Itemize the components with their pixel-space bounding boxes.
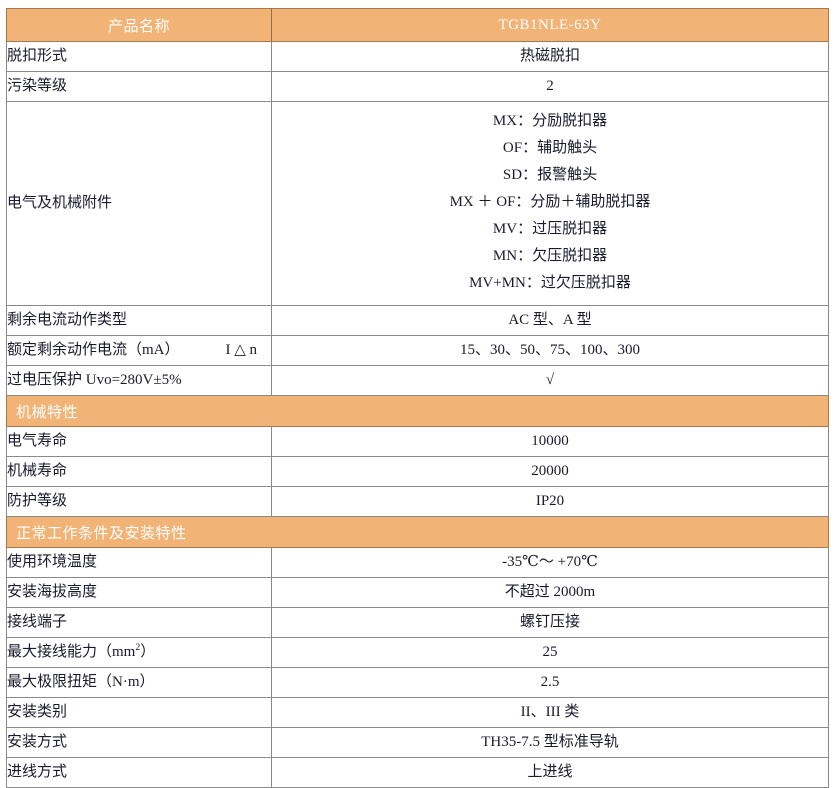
product-specification-table: 产品名称 TGB1NLE-63Y 脱扣形式 热磁脱扣 污染等级 2 电气及机械附… bbox=[6, 8, 829, 788]
row-value-trip-type: 热磁脱扣 bbox=[271, 41, 829, 72]
row-value-incoming-line: 上进线 bbox=[271, 757, 829, 788]
row-value-accessories: MX：分励脱扣器 OF：辅助触头 SD：报警触头 MX ＋ OF：分励＋辅助脱扣… bbox=[271, 101, 829, 306]
spec-sheet: 产品名称 TGB1NLE-63Y 脱扣形式 热磁脱扣 污染等级 2 电气及机械附… bbox=[6, 8, 829, 788]
table-row: 安装类别 II、III 类 bbox=[6, 697, 829, 728]
row-value-terminal: 螺钉压接 bbox=[271, 607, 829, 638]
max-wiring-capacity-text-end: ） bbox=[140, 644, 156, 661]
header-cell-model: TGB1NLE-63Y bbox=[271, 8, 829, 42]
table-row: 电气及机械附件 MX：分励脱扣器 OF：辅助触头 SD：报警触头 MX ＋ OF… bbox=[6, 101, 829, 306]
row-value-pollution-degree: 2 bbox=[271, 71, 829, 102]
row-value-installation-category: II、III 类 bbox=[271, 697, 829, 728]
row-value-electrical-life: 10000 bbox=[271, 426, 829, 457]
row-label-installation-method: 安装方式 bbox=[6, 727, 272, 758]
table-row: 电气寿命 10000 bbox=[6, 426, 829, 457]
row-label-electrical-life: 电气寿命 bbox=[6, 426, 272, 457]
table-row: 安装方式 TH35-7.5 型标准导轨 bbox=[6, 727, 829, 758]
table-row: 进线方式 上进线 bbox=[6, 757, 829, 788]
table-row: 额定剩余动作电流（mA） I △ n 15、30、50、75、100、300 bbox=[6, 335, 829, 366]
row-value-max-torque: 2.5 bbox=[271, 667, 829, 698]
table-header-row: 产品名称 TGB1NLE-63Y bbox=[6, 8, 829, 42]
row-value-protection-grade: IP20 bbox=[271, 486, 829, 517]
table-row: 过电压保护 Uvo=280V±5% √ bbox=[6, 365, 829, 396]
row-label-overvoltage-protection: 过电压保护 Uvo=280V±5% bbox=[6, 365, 272, 396]
row-label-installation-category: 安装类别 bbox=[6, 697, 272, 728]
table-row: 机械寿命 20000 bbox=[6, 456, 829, 487]
row-label-mechanical-life: 机械寿命 bbox=[6, 456, 272, 487]
table-row: 最大接线能力（mm2） 25 bbox=[6, 637, 829, 668]
row-value-rated-residual-current: 15、30、50、75、100、300 bbox=[271, 335, 829, 366]
row-value-overvoltage-protection: √ bbox=[271, 365, 829, 396]
accessory-line-mx: MX：分励脱扣器 bbox=[492, 113, 608, 129]
table-row: 脱扣形式 热磁脱扣 bbox=[6, 41, 829, 72]
row-label-altitude: 安装海拔高度 bbox=[6, 577, 272, 608]
section-header-label-mechanical: 机械特性 bbox=[6, 395, 829, 427]
table-row: 接线端子 螺钉压接 bbox=[6, 607, 829, 638]
table-row: 最大极限扭矩（N·m） 2.5 bbox=[6, 667, 829, 698]
accessory-line-mv: MV：过压脱扣器 bbox=[492, 221, 608, 237]
table-row: 安装海拔高度 不超过 2000m bbox=[6, 577, 829, 608]
row-value-residual-current-type: AC 型、A 型 bbox=[271, 305, 829, 336]
row-value-ambient-temperature: -35℃～ +70℃ bbox=[271, 547, 829, 578]
row-label-accessories: 电气及机械附件 bbox=[6, 101, 272, 306]
table-row: 防护等级 IP20 bbox=[6, 486, 829, 517]
accessory-line-mn: MN：欠压脱扣器 bbox=[492, 248, 608, 264]
accessory-line-mv-mn: MV+MN：过欠压脱扣器 bbox=[469, 275, 631, 291]
max-wiring-capacity-text: 最大接线能力（mm bbox=[7, 644, 136, 661]
row-label-protection-grade: 防护等级 bbox=[6, 486, 272, 517]
row-label-ambient-temperature: 使用环境温度 bbox=[6, 547, 272, 578]
table-row: 剩余电流动作类型 AC 型、A 型 bbox=[6, 305, 829, 336]
idn-symbol: I △ n bbox=[225, 342, 258, 359]
accessory-line-sd: SD：报警触头 bbox=[502, 167, 598, 183]
section-header-label-operating-conditions: 正常工作条件及安装特性 bbox=[6, 516, 829, 548]
row-label-max-wiring-capacity: 最大接线能力（mm2） bbox=[6, 637, 272, 668]
row-label-residual-current-type: 剩余电流动作类型 bbox=[6, 305, 272, 336]
section-header-operating-conditions: 正常工作条件及安装特性 bbox=[6, 516, 829, 548]
row-value-max-wiring-capacity: 25 bbox=[271, 637, 829, 668]
accessory-line-of: OF：辅助触头 bbox=[502, 140, 598, 156]
row-value-installation-method: TH35-7.5 型标准导轨 bbox=[271, 727, 829, 758]
accessory-line-mx-of: MX ＋ OF：分励＋辅助脱扣器 bbox=[449, 194, 651, 210]
rated-residual-current-text: 额定剩余动作电流（mA） bbox=[7, 342, 180, 359]
row-label-max-torque: 最大极限扭矩（N·m） bbox=[6, 667, 272, 698]
superscript-two: 2 bbox=[135, 642, 141, 654]
section-header-mechanical: 机械特性 bbox=[6, 395, 829, 427]
row-label-trip-type: 脱扣形式 bbox=[6, 41, 272, 72]
table-body: 产品名称 TGB1NLE-63Y 脱扣形式 热磁脱扣 污染等级 2 电气及机械附… bbox=[6, 8, 829, 788]
row-label-rated-residual-current: 额定剩余动作电流（mA） I △ n bbox=[6, 335, 272, 366]
table-row: 使用环境温度 -35℃～ +70℃ bbox=[6, 547, 829, 578]
row-label-terminal: 接线端子 bbox=[6, 607, 272, 638]
header-cell-product-name: 产品名称 bbox=[6, 8, 272, 42]
table-row: 污染等级 2 bbox=[6, 71, 829, 102]
row-label-pollution-degree: 污染等级 bbox=[6, 71, 272, 102]
row-value-mechanical-life: 20000 bbox=[271, 456, 829, 487]
row-label-incoming-line: 进线方式 bbox=[6, 757, 272, 788]
row-value-altitude: 不超过 2000m bbox=[271, 577, 829, 608]
